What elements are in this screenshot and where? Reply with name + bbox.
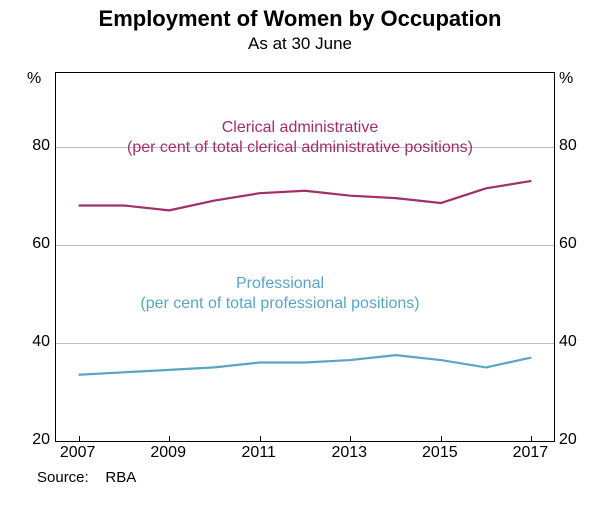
x-tick xyxy=(350,436,351,441)
y-tick-label-left: 20 xyxy=(20,431,50,449)
y-tick-label-right: 20 xyxy=(559,431,577,449)
series-label-professional: Professional(per cent of total professio… xyxy=(50,274,510,314)
chart-subtitle: As at 30 June xyxy=(0,34,600,54)
source-label: Source: xyxy=(37,469,89,486)
y-axis-unit-right: % xyxy=(559,70,573,88)
y-tick-label-left: 40 xyxy=(20,333,50,351)
series-line-clerical xyxy=(79,181,532,210)
chart-title: Employment of Women by Occupation xyxy=(0,6,600,32)
x-tick xyxy=(169,436,170,441)
x-tick-label: 2007 xyxy=(53,444,103,462)
x-tick xyxy=(260,436,261,441)
series-label-clerical: Clerical administrative(per cent of tota… xyxy=(70,118,530,158)
chart-container: Employment of Women by Occupation As at … xyxy=(0,0,600,512)
series-line-professional xyxy=(79,355,532,375)
series-label-main: Professional xyxy=(50,274,510,294)
series-label-sub: (per cent of total clerical administrati… xyxy=(70,138,530,158)
gridline xyxy=(56,245,554,246)
x-tick-label: 2015 xyxy=(415,444,465,462)
source-value: RBA xyxy=(105,469,136,486)
x-tick-label: 2009 xyxy=(143,444,193,462)
y-tick-label-left: 60 xyxy=(20,235,50,253)
y-tick-label-right: 80 xyxy=(559,137,577,155)
y-tick-label-left: 80 xyxy=(20,137,50,155)
x-tick-label: 2017 xyxy=(505,444,555,462)
chart-source: Source: RBA xyxy=(37,469,136,486)
series-label-sub: (per cent of total professional position… xyxy=(50,294,510,314)
x-tick xyxy=(441,436,442,441)
y-tick-label-right: 60 xyxy=(559,235,577,253)
y-tick-label-right: 40 xyxy=(559,333,577,351)
x-tick xyxy=(79,436,80,441)
series-label-main: Clerical administrative xyxy=(70,118,530,138)
x-tick-label: 2011 xyxy=(234,444,284,462)
x-tick xyxy=(531,436,532,441)
x-tick-label: 2013 xyxy=(324,444,374,462)
gridline xyxy=(56,343,554,344)
y-axis-unit-left: % xyxy=(27,70,41,88)
